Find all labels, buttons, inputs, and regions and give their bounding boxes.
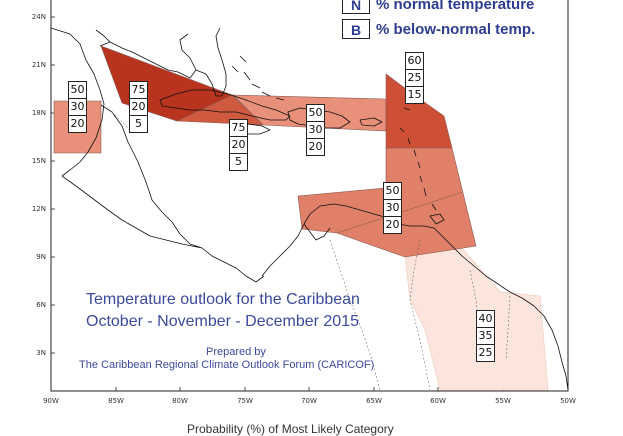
lat-labels: 24N 21N 18N 15N 12N 9N 6N 3N [32,13,46,357]
lon-label: 85W [108,397,124,405]
footer-caption: Probability (%) of Most Likely Category [187,422,394,436]
prob-above: 40 [476,310,495,328]
prob-box-guianas: 40 35 25 [476,310,495,362]
map-title: Temperature outlook for the Caribbean [86,291,360,308]
prob-below: 20 [383,216,402,234]
prob-normal: 20 [129,98,148,116]
trinidad-coast [429,213,445,225]
prob-box-hispaniola: 50 30 20 [306,104,325,156]
map-frame [50,0,569,392]
lat-label: 6N [36,301,46,309]
prob-below: 5 [229,153,248,171]
prob-normal: 25 [405,69,424,87]
prob-normal: 35 [476,327,495,345]
prob-normal: 30 [383,199,402,217]
legend-below: B % below-normal temp. [342,19,535,39]
cuba-coast [159,89,291,121]
legend-key-n: N [342,0,370,14]
prob-above: 75 [129,81,148,99]
lon-labels: 90W 85W 80W 75W 70W 65W 60W 55W 50W [43,397,576,405]
prob-above: 50 [306,104,325,122]
prob-box-belize-honduras: 50 30 20 [68,81,87,133]
map-subtitle: October - November - December 2015 [86,313,359,330]
legend-text-below: % below-normal temp. [376,20,536,38]
prob-normal: 30 [68,98,87,116]
prob-above: 60 [405,52,424,70]
lat-label: 21N [32,61,46,69]
prob-box-cayman-jamaica: 75 20 5 [129,81,148,133]
lon-label: 90W [43,397,59,405]
lesser-antilles [399,107,437,211]
prob-below: 25 [476,344,495,362]
lon-label: 55W [495,397,511,405]
prob-below: 15 [405,86,424,104]
prob-box-windwards: 50 30 20 [383,182,402,234]
legend-key-b: B [342,19,370,39]
puerto-rico-coast [359,117,383,127]
prob-above: 50 [383,182,402,200]
prepared-by-label: Prepared by [206,346,266,358]
prob-below: 20 [306,138,325,156]
prob-above: 50 [68,81,87,99]
lon-label: 70W [301,397,317,405]
lon-label: 65W [366,397,382,405]
gulf-coast [95,29,197,79]
lat-label: 3N [36,349,46,357]
prob-box-leeward: 60 25 15 [405,52,424,104]
lat-label: 9N [36,253,46,261]
lat-label: 18N [32,109,46,117]
central-america-coast [50,27,265,283]
lat-label: 24N [32,13,46,21]
lat-label: 12N [32,205,46,213]
prepared-by-org: The Caribbean Regional Climate Outlook F… [79,359,375,371]
prob-below: 5 [129,115,148,133]
legend-normal: N % normal temperature [342,0,534,14]
lat-ticks [51,16,55,354]
lon-label: 60W [430,397,446,405]
lon-label: 50W [560,397,576,405]
coastlines [50,27,569,391]
prob-normal: 20 [229,136,248,154]
lon-label: 80W [172,397,188,405]
prob-above: 75 [229,119,248,137]
prob-normal: 30 [306,121,325,139]
borders [111,111,511,391]
bahamas [231,55,285,101]
florida-coast [195,27,227,97]
lat-label: 15N [32,157,46,165]
lon-label: 75W [237,397,253,405]
prob-box-central-cuba: 75 20 5 [229,119,248,171]
south-america-coast [261,203,569,391]
prob-below: 20 [68,115,87,133]
legend-text-normal: % normal temperature [376,0,535,13]
